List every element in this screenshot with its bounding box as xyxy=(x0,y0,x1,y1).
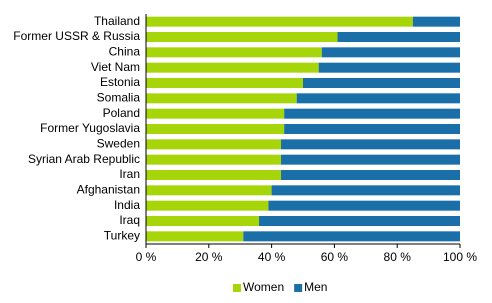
y-tick-label: Former USSR & Russia xyxy=(13,29,140,43)
bar-segment xyxy=(321,47,460,58)
y-tick-label: Poland xyxy=(103,106,140,120)
bar-segment xyxy=(271,185,460,196)
bar-segment xyxy=(146,154,282,165)
bar-segment xyxy=(146,16,413,27)
bar-segment xyxy=(146,78,303,88)
bar-segment xyxy=(146,139,282,150)
bar-segment xyxy=(146,93,297,104)
bar-segment xyxy=(296,93,460,104)
x-tick-label: 20 % xyxy=(195,250,223,264)
bar-segment xyxy=(303,78,460,88)
bar-segment xyxy=(146,200,269,211)
bar-segment xyxy=(284,108,460,119)
y-tick-label: Syrian Arab Republic xyxy=(28,152,140,166)
bar-segment xyxy=(146,32,338,42)
y-tick-label: Turkey xyxy=(104,229,140,243)
bar-segment xyxy=(284,124,460,134)
y-tick-label: Iran xyxy=(119,167,140,181)
y-tick-label: Former Yugoslavia xyxy=(40,121,140,135)
bar-segment xyxy=(412,16,460,27)
y-tick-label: Thailand xyxy=(94,14,140,28)
bar-segment xyxy=(146,170,282,180)
bar-segment xyxy=(281,139,460,150)
bar-segment xyxy=(146,231,244,242)
x-tick-label: 60 % xyxy=(321,250,349,264)
bar-segment xyxy=(146,185,272,196)
x-tick-label: 100 % xyxy=(443,250,477,264)
bar-segment xyxy=(318,62,460,73)
y-tick-label: Sweden xyxy=(97,137,140,151)
bar-segment xyxy=(259,216,460,226)
y-tick-label: Somalia xyxy=(97,91,141,105)
x-tick-label: 80 % xyxy=(384,250,412,264)
bar-segment xyxy=(146,124,285,134)
bar-segment xyxy=(281,170,460,180)
bar-segment xyxy=(268,200,460,211)
y-tick-label: Afghanistan xyxy=(77,183,140,197)
bar-segment xyxy=(146,108,285,119)
legend-swatch xyxy=(233,284,241,292)
bar-segment xyxy=(337,32,460,42)
y-tick-label: Viet Nam xyxy=(91,60,140,74)
legend-swatch xyxy=(294,284,303,292)
bar-segment xyxy=(146,216,260,226)
legend-label: Women xyxy=(243,280,284,294)
bar-segment xyxy=(243,231,460,242)
bar-segment xyxy=(281,154,460,165)
bar-segment xyxy=(146,47,322,58)
bar-segment xyxy=(146,62,319,73)
y-tick-label: Iraq xyxy=(119,213,140,227)
y-tick-label: India xyxy=(114,198,140,212)
x-tick-label: 0 % xyxy=(136,250,157,264)
legend-label: Men xyxy=(304,280,327,294)
y-tick-label: China xyxy=(109,45,141,59)
x-tick-label: 40 % xyxy=(258,250,286,264)
y-tick-label: Estonia xyxy=(100,75,140,89)
